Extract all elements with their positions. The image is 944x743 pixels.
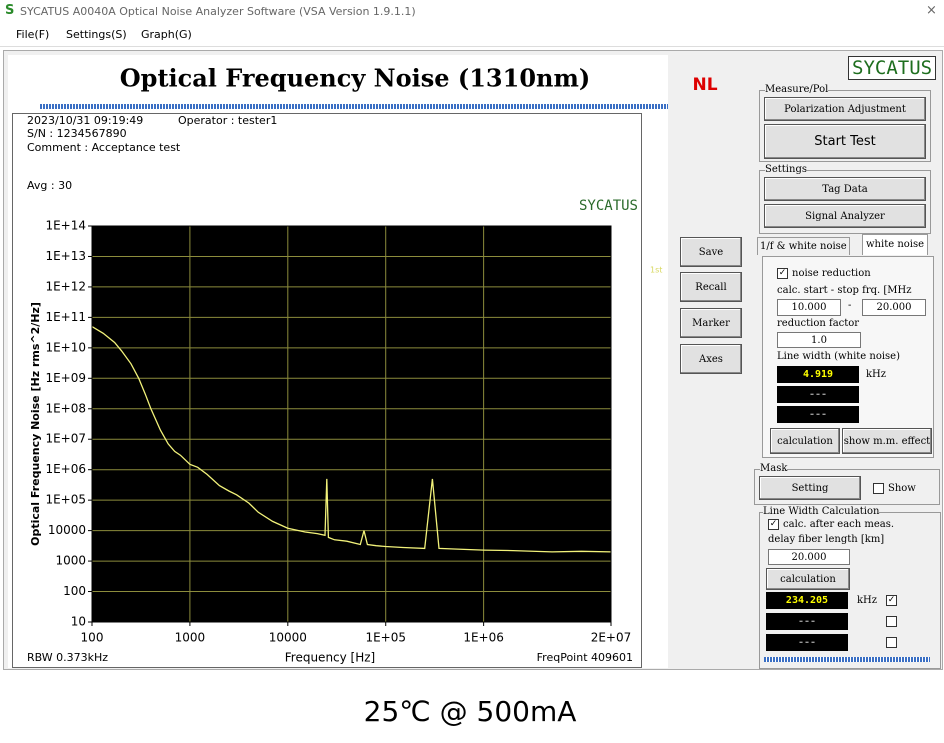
button[interactable]: Signal Analyzer <box>764 204 926 228</box>
y-tick-label: 100 <box>63 584 86 598</box>
watermark: SYCATUS <box>579 198 638 214</box>
button[interactable]: Marker <box>680 308 742 338</box>
button[interactable]: Save <box>680 237 742 267</box>
value-display: --- <box>777 386 859 403</box>
group-box <box>754 469 940 505</box>
button[interactable]: show m.m. effect <box>842 428 932 454</box>
average: Avg : 30 <box>27 179 72 192</box>
checkbox[interactable] <box>873 483 884 494</box>
y-tick-label: 1E+09 <box>45 371 86 385</box>
group-label: Settings <box>765 164 807 175</box>
group-label: Measure/Pol <box>765 84 829 95</box>
plot-background <box>92 226 611 622</box>
menu-bar: File(F) Settings(S) Graph(G) <box>0 24 944 47</box>
x-tick-label: 2E+07 <box>591 631 632 645</box>
operator: Operator : tester1 <box>178 114 277 127</box>
rbw: RBW 0.373kHz <box>27 651 108 664</box>
label: reduction factor <box>777 318 860 329</box>
tab[interactable]: 1/f & white noise <box>757 237 850 255</box>
x-tick-label: 1E+06 <box>463 631 504 645</box>
y-tick-label: 1E+05 <box>45 493 86 507</box>
label: Show <box>888 483 916 494</box>
data-line <box>91 326 612 553</box>
x-tick-label: 1E+05 <box>365 631 406 645</box>
y-tick-label: 10000 <box>48 523 86 537</box>
value-display: 234.205 <box>766 592 848 609</box>
comment: Comment : Acceptance test <box>27 141 181 154</box>
button[interactable]: Setting <box>759 476 861 500</box>
y-tick-label: 1E+12 <box>45 279 86 293</box>
chart-frame <box>12 113 642 668</box>
y-tick-label: 1000 <box>55 554 86 568</box>
x-tick-label: 10000 <box>269 631 307 645</box>
label: calc. after each meas. <box>783 519 895 530</box>
y-tick-label: 1E+07 <box>45 432 86 446</box>
y-tick-label: 1E+08 <box>45 401 86 415</box>
chart-title: Optical Frequency Noise (1310nm) <box>120 64 590 93</box>
unit: kHz <box>857 595 878 606</box>
button[interactable]: Axes <box>680 344 742 374</box>
y-axis-label: Optical Frequency Noise [Hz rms^2/Hz] <box>29 302 42 546</box>
serial: S/N : 1234567890 <box>27 127 127 140</box>
value-display: 4.919 <box>777 366 859 383</box>
x-tick-label: 100 <box>81 631 104 645</box>
app-icon: S <box>5 3 15 18</box>
tab-panel <box>762 256 934 458</box>
button[interactable]: Polarization Adjustment <box>764 97 926 121</box>
label: - <box>848 300 852 311</box>
progress-bar <box>764 657 930 662</box>
y-tick-label: 1E+10 <box>45 340 86 354</box>
close-button[interactable]: × <box>926 3 937 18</box>
label: calc. start - stop frq. [MHz <box>777 285 912 296</box>
plot-border <box>91 225 612 623</box>
input[interactable]: 20.000 <box>862 299 926 316</box>
button[interactable]: Start Test <box>764 124 926 159</box>
y-tick-label: 10 <box>71 615 86 629</box>
caption: 25℃ @ 500mA <box>364 695 577 728</box>
label: delay fiber length [km] <box>768 534 885 545</box>
button[interactable]: Tag Data <box>764 177 926 201</box>
checkbox[interactable]: ✓ <box>777 268 788 279</box>
checkbox[interactable] <box>886 616 897 627</box>
menu-item[interactable]: Settings(S) <box>66 28 127 41</box>
window-title: SYCATUS A0040A Optical Noise Analyzer So… <box>20 5 416 18</box>
group-label: Line Width Calculation <box>763 506 880 517</box>
checkbox[interactable] <box>886 637 897 648</box>
freq-point: FreqPoint 409601 <box>537 651 633 664</box>
value-display: --- <box>777 406 859 423</box>
date: 2023/10/31 09:19:49 <box>27 114 143 127</box>
button[interactable]: Recall <box>680 272 742 302</box>
label: noise reduction <box>792 268 871 279</box>
y-tick-label: 1E+13 <box>45 249 86 263</box>
status-label: NL <box>692 75 717 95</box>
group-box <box>759 170 931 234</box>
group-box <box>759 90 931 162</box>
checkbox[interactable]: ✓ <box>768 519 779 530</box>
value-display: --- <box>766 634 848 651</box>
title-bar: S SYCATUS A0040A Optical Noise Analyzer … <box>0 0 944 24</box>
y-tick-label: 1E+06 <box>45 462 86 476</box>
group-label: Mask <box>760 463 788 474</box>
unit: kHz <box>866 369 887 380</box>
checkbox[interactable]: ✓ <box>886 595 897 606</box>
marker-label: 1st <box>650 266 662 275</box>
button[interactable]: calculation <box>766 568 850 590</box>
menu-item[interactable]: File(F) <box>16 28 50 41</box>
y-tick-label: 1E+14 <box>45 219 86 233</box>
tab-active[interactable]: white noise <box>862 234 929 255</box>
x-tick-label: 1000 <box>175 631 206 645</box>
button[interactable]: calculation <box>770 428 840 454</box>
label: Line width (white noise) <box>777 351 900 362</box>
input[interactable]: 10.000 <box>777 299 841 316</box>
menu-item[interactable]: Graph(G) <box>141 28 192 41</box>
logo: SYCATUS <box>848 56 937 80</box>
divider <box>40 104 668 109</box>
input[interactable]: 20.000 <box>768 549 850 565</box>
value-display: --- <box>766 613 848 630</box>
input[interactable]: 1.0 <box>777 332 861 348</box>
x-axis-label: Frequency [Hz] <box>285 651 376 665</box>
y-tick-label: 1E+11 <box>45 310 86 324</box>
